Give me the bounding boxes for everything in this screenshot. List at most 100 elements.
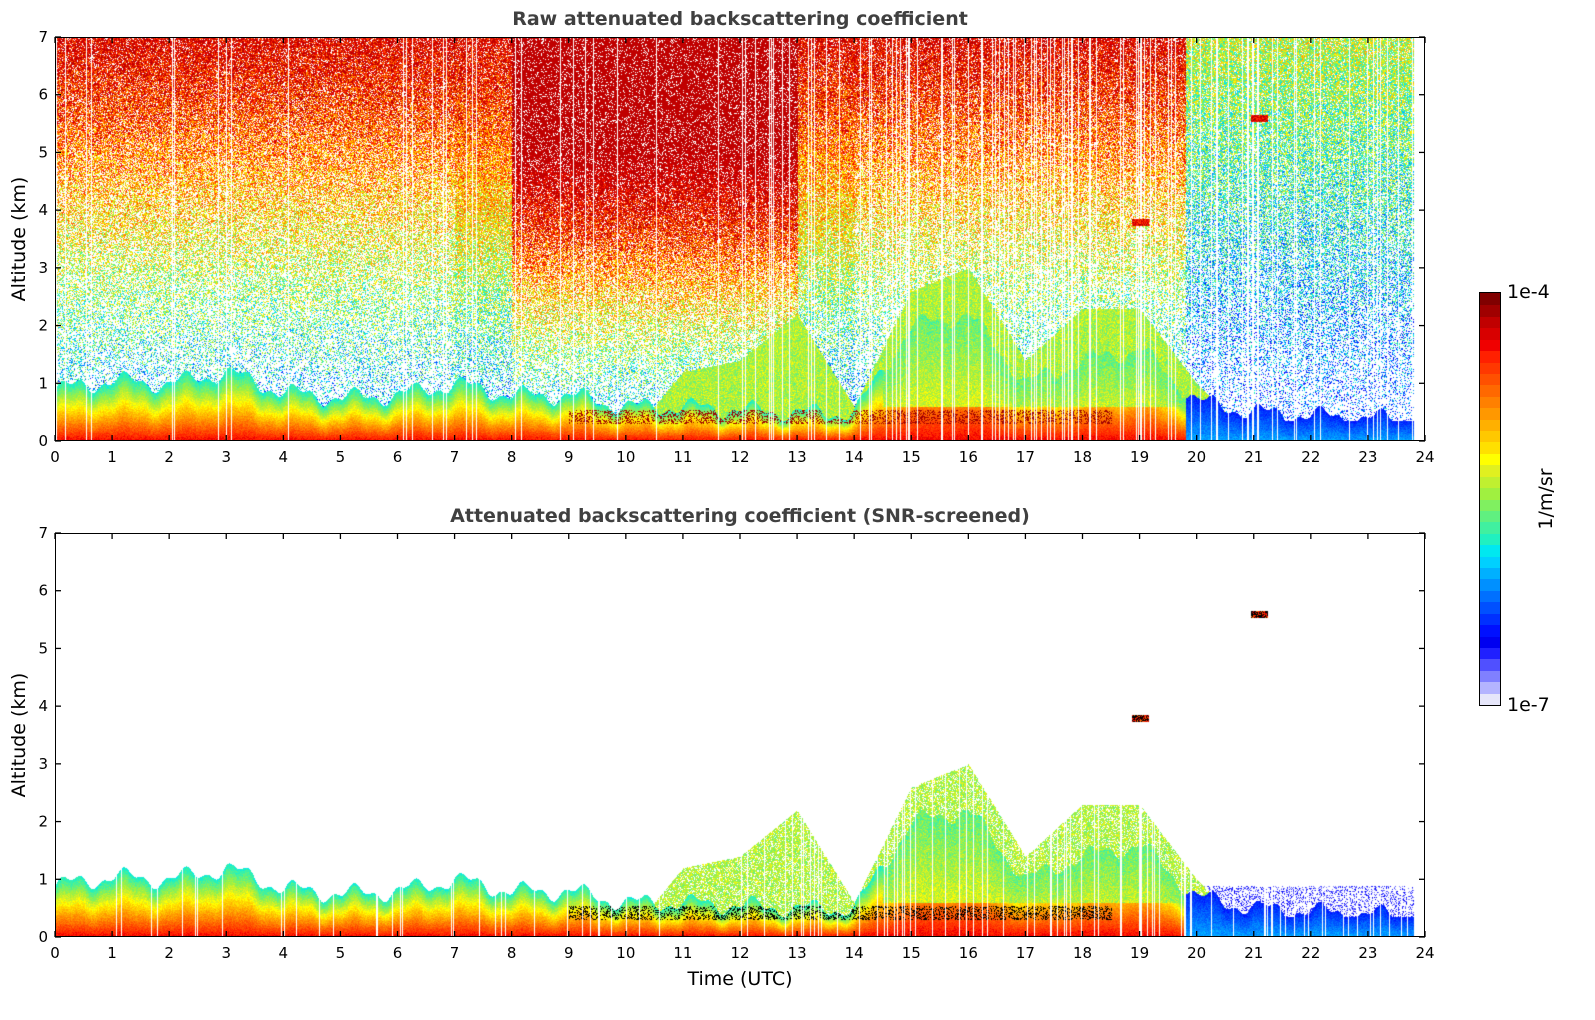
y-tick-label: 3 [38, 755, 48, 773]
colorbar-max-label: 1e-4 [1507, 281, 1550, 303]
colorbar-segment [1480, 396, 1500, 409]
x-tick-label: 20 [1187, 448, 1206, 466]
colorbar [1479, 292, 1501, 706]
y-tick-label: 7 [38, 524, 48, 542]
y-tick-label: 5 [38, 639, 48, 657]
colorbar-segment [1480, 293, 1500, 306]
backscatter-curtain-screened [55, 533, 1425, 937]
y-tick-label: 5 [38, 143, 48, 161]
x-axis-label: Time (UTC) [687, 968, 793, 990]
x-tick-label: 5 [336, 448, 346, 466]
x-tick-label: 11 [673, 944, 692, 962]
colorbar-segment [1480, 487, 1500, 500]
x-tick-label: 10 [616, 944, 635, 962]
y-tick-label: 4 [38, 201, 48, 219]
x-tick-label: 7 [450, 944, 460, 962]
colorbar-segment [1480, 510, 1500, 523]
x-tick-label: 9 [564, 944, 574, 962]
panel-title-raw: Raw attenuated backscattering coefficien… [512, 8, 968, 30]
x-tick-label: 17 [1016, 944, 1035, 962]
x-tick-label: 23 [1358, 448, 1377, 466]
x-tick-label: 16 [959, 448, 978, 466]
x-tick-label: 10 [616, 448, 635, 466]
x-tick-label: 4 [279, 944, 289, 962]
x-tick-label: 22 [1301, 944, 1320, 962]
x-tick-label: 6 [393, 448, 403, 466]
y-tick-label: 0 [38, 928, 48, 946]
colorbar-segment [1480, 658, 1500, 671]
x-tick-label: 11 [673, 448, 692, 466]
plot-area-raw [55, 37, 1425, 441]
x-tick-label: 0 [50, 944, 60, 962]
colorbar-segment [1480, 453, 1500, 466]
x-tick-label: 19 [1130, 944, 1149, 962]
x-tick-label: 2 [164, 944, 174, 962]
x-tick-label: 15 [902, 944, 921, 962]
colorbar-segment [1480, 555, 1500, 568]
colorbar-segment [1480, 681, 1500, 694]
colorbar-segment [1480, 373, 1500, 386]
colorbar-segment [1480, 590, 1500, 603]
x-tick-label: 1 [107, 448, 117, 466]
colorbar-segment [1480, 407, 1500, 420]
x-tick-label: 17 [1016, 448, 1035, 466]
colorbar-segment [1480, 304, 1500, 317]
x-tick-label: 4 [279, 448, 289, 466]
y-tick-label: 6 [38, 86, 48, 104]
panel-title-screened: Attenuated backscattering coefficient (S… [450, 505, 1030, 527]
x-tick-label: 14 [845, 448, 864, 466]
y-tick-label: 3 [38, 259, 48, 277]
x-tick-label: 13 [788, 448, 807, 466]
colorbar-segment [1480, 498, 1500, 511]
colorbar-segment [1480, 578, 1500, 591]
x-tick-label: 3 [221, 944, 231, 962]
colorbar-segment [1480, 430, 1500, 443]
colorbar-segment [1480, 613, 1500, 626]
x-tick-label: 15 [902, 448, 921, 466]
y-tick-label: 6 [38, 582, 48, 600]
colorbar-segment [1480, 350, 1500, 363]
y-tick-label: 4 [38, 697, 48, 715]
x-tick-label: 12 [730, 944, 749, 962]
colorbar-segment [1480, 327, 1500, 340]
backscatter-curtain-raw [55, 37, 1425, 441]
colorbar-segment [1480, 316, 1500, 329]
colorbar-segment [1480, 476, 1500, 489]
colorbar-segment [1480, 361, 1500, 374]
x-tick-label: 13 [788, 944, 807, 962]
x-tick-label: 23 [1358, 944, 1377, 962]
colorbar-segment [1480, 544, 1500, 557]
colorbar-segment [1480, 533, 1500, 546]
plot-area-screened [55, 533, 1425, 937]
colorbar-segment [1480, 464, 1500, 477]
x-tick-label: 8 [507, 448, 517, 466]
colorbar-segment [1480, 521, 1500, 534]
colorbar-segment [1480, 567, 1500, 580]
x-tick-label: 0 [50, 448, 60, 466]
x-tick-label: 21 [1244, 448, 1263, 466]
y-tick-label: 7 [38, 28, 48, 46]
x-tick-label: 1 [107, 944, 117, 962]
x-tick-label: 14 [845, 944, 864, 962]
x-tick-label: 16 [959, 944, 978, 962]
colorbar-min-label: 1e-7 [1507, 694, 1550, 716]
colorbar-segment [1480, 339, 1500, 352]
x-tick-label: 12 [730, 448, 749, 466]
y-tick-label: 2 [38, 317, 48, 335]
y-tick-label: 1 [38, 374, 48, 392]
colorbar-segment [1480, 441, 1500, 454]
x-tick-label: 24 [1415, 944, 1434, 962]
colorbar-segment [1480, 418, 1500, 431]
x-tick-label: 9 [564, 448, 574, 466]
x-tick-label: 22 [1301, 448, 1320, 466]
colorbar-segment [1480, 601, 1500, 614]
x-tick-label: 5 [336, 944, 346, 962]
colorbar-unit-label: 1/m/sr [1535, 468, 1557, 530]
y-tick-label: 1 [38, 870, 48, 888]
colorbar-segment [1480, 624, 1500, 637]
x-tick-label: 7 [450, 448, 460, 466]
y-tick-label: 2 [38, 813, 48, 831]
colorbar-segment [1480, 692, 1500, 705]
x-tick-label: 3 [221, 448, 231, 466]
